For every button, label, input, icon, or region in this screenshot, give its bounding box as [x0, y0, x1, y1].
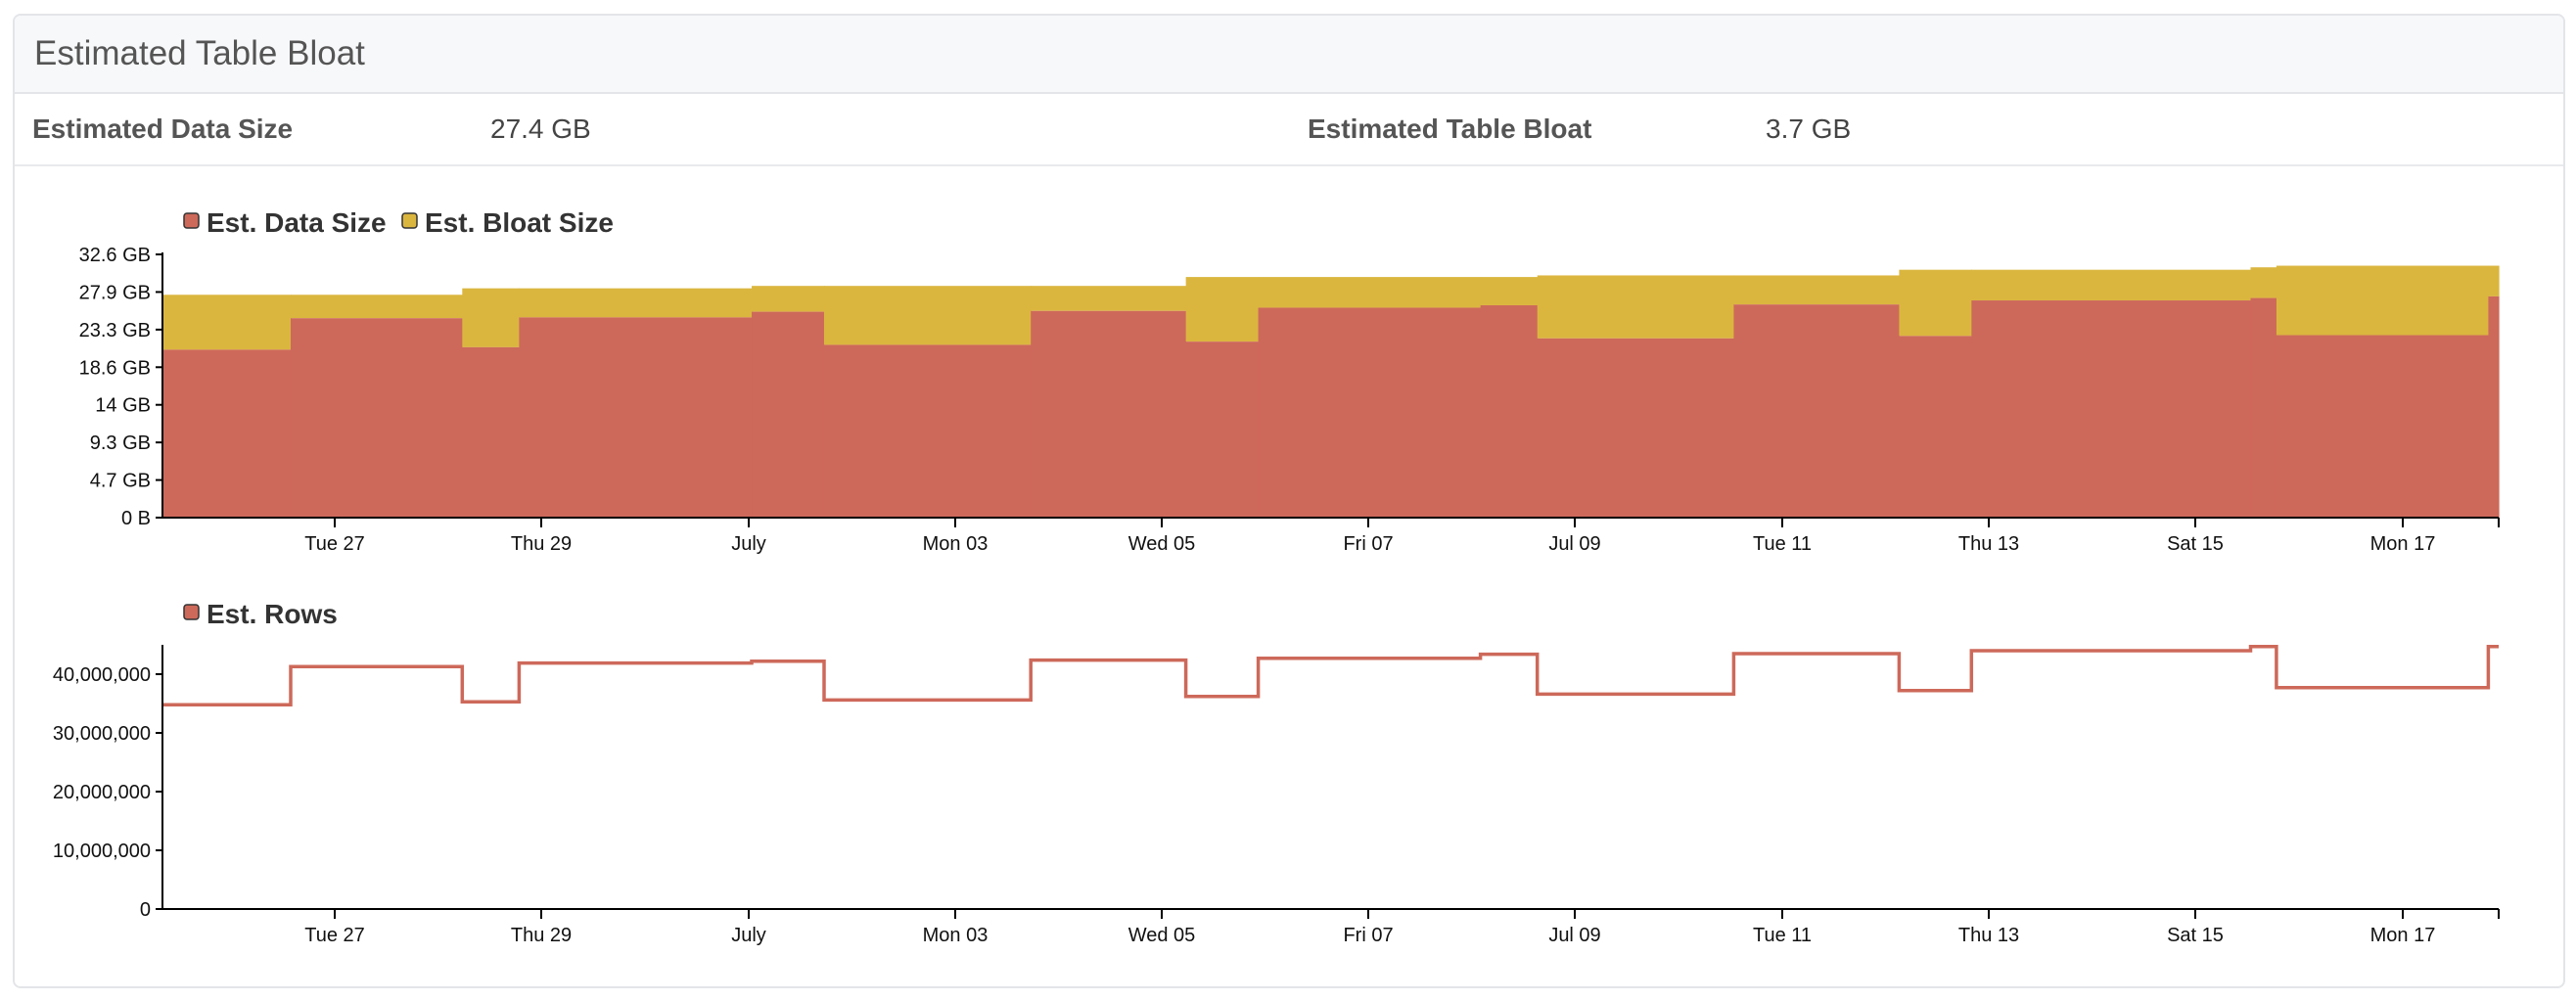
- size-y-tick-label: 14 GB: [95, 395, 151, 417]
- rows-x-tick-label: Wed 05: [1128, 925, 1196, 946]
- rows-y-tick-label: 10,000,000: [53, 841, 151, 862]
- rows-x-tick-label: Fri 07: [1343, 925, 1393, 946]
- bloat-area-segment: [1733, 275, 1901, 305]
- data-area-segment: [1733, 304, 1901, 518]
- size-y-tick-label: 18.6 GB: [79, 357, 151, 379]
- data-area-segment: [1899, 336, 1972, 518]
- rows-x-tick-label: Mon 03: [923, 925, 989, 946]
- rows-x-tick-label: Thu 29: [511, 925, 572, 946]
- rows-y-tick-label: 30,000,000: [53, 723, 151, 745]
- legend-label-data-size: Est. Data Size: [207, 207, 387, 238]
- data-area-segment: [162, 349, 292, 518]
- legend-label-rows: Est. Rows: [207, 599, 338, 629]
- size-x-tick-label: Mon 03: [923, 533, 989, 555]
- legend-label-bloat-size: Est. Bloat Size: [425, 207, 614, 238]
- size-y-tick-label: 9.3 GB: [90, 432, 151, 454]
- bloat-area-segment: [2488, 265, 2500, 296]
- size-x-tick-label: Mon 17: [2370, 533, 2436, 555]
- size-x-tick-label: Sat 15: [2167, 533, 2224, 555]
- rows-x-tick-label: Tue 27: [304, 925, 365, 946]
- data-size-value: 27.4 GB: [490, 114, 591, 144]
- size-y-tick-label: 4.7 GB: [90, 471, 151, 492]
- bloat-area-segment: [2250, 267, 2277, 298]
- bloat-value: 3.7 GB: [1766, 114, 1852, 144]
- size-x-tick-label: Fri 07: [1343, 533, 1393, 555]
- size-x-tick-label: Jul 09: [1548, 533, 1600, 555]
- rows-y-tick-label: 40,000,000: [53, 664, 151, 686]
- rows-x-tick-label: Tue 11: [1753, 925, 1812, 946]
- size-x-tick-label: July: [731, 533, 766, 555]
- rows-y-tick-label: 20,000,000: [53, 782, 151, 803]
- stats-row: Estimated Data Size 27.4 GB Estimated Ta…: [15, 94, 2563, 166]
- data-size-label: Estimated Data Size: [32, 114, 294, 144]
- bloat-area-segment: [162, 295, 292, 350]
- bloat-area-segment: [1971, 269, 2252, 301]
- size-y-tick-label: 23.3 GB: [79, 320, 151, 341]
- data-area-segment: [1185, 341, 1260, 518]
- rows-y-tick-label: 0: [140, 899, 151, 921]
- rows-line: [162, 645, 2499, 706]
- size-y-tick-label: 32.6 GB: [79, 245, 151, 266]
- size-x-tick-label: Wed 05: [1128, 533, 1196, 555]
- bloat-area-segment: [1031, 286, 1187, 311]
- bloat-area-segment: [290, 295, 463, 319]
- data-area-segment: [1480, 304, 1539, 518]
- size-legend: Est. Data Size Est. Bloat Size: [183, 207, 614, 238]
- bloat-area-segment: [1899, 269, 1972, 337]
- rows-x-tick-label: Jul 09: [1548, 925, 1600, 946]
- data-area-segment: [1031, 310, 1187, 518]
- size-y-tick-label: 0 B: [121, 508, 151, 529]
- bloat-area-segment: [462, 288, 520, 347]
- bloat-area-segment: [519, 288, 753, 318]
- rows-x-tick-label: Sat 15: [2167, 925, 2224, 946]
- data-area-segment: [1537, 338, 1735, 518]
- size-x-tick-label: Tue 27: [304, 533, 365, 555]
- bloat-area-segment: [2276, 265, 2490, 336]
- bloat-area-segment: [823, 286, 1032, 345]
- rows-x-tick-label: July: [731, 925, 766, 946]
- bloat-area-segment: [752, 286, 825, 312]
- rows-x-tick-label: Thu 13: [1958, 925, 2019, 946]
- data-area-segment: [519, 317, 753, 518]
- size-x-tick-label: Tue 11: [1753, 533, 1812, 555]
- rows-chart: Est. Rows 0 10,000,000 20,000,000 30,000,000…: [53, 599, 2500, 946]
- legend-swatch-rows: [183, 604, 200, 620]
- bloat-label: Estimated Table Bloat: [1308, 114, 1592, 144]
- size-x-tick-label: Thu 13: [1958, 533, 2019, 555]
- data-area-segment: [823, 344, 1032, 518]
- data-area-segment: [1971, 300, 2252, 518]
- rows-x-tick-label: Mon 17: [2370, 925, 2436, 946]
- size-y-tick-label: 27.9 GB: [79, 282, 151, 303]
- data-area-segment: [752, 311, 825, 518]
- bloat-area-segment: [1185, 277, 1260, 342]
- data-area-segment: [462, 346, 520, 518]
- bloat-area-segment: [1537, 275, 1735, 339]
- legend-swatch-bloat-size: [401, 212, 418, 229]
- legend-swatch-data-size: [183, 212, 200, 229]
- panel-header: Estimated Table Bloat: [15, 16, 2563, 94]
- bloat-area-segment: [1258, 277, 1482, 308]
- data-area-segment: [2488, 296, 2500, 518]
- data-area-segment: [1258, 307, 1482, 518]
- panel-title: Estimated Table Bloat: [34, 34, 365, 72]
- size-x-tick-label: Thu 29: [511, 533, 572, 555]
- bloat-area-segment: [1480, 277, 1539, 305]
- data-area-segment: [2276, 335, 2490, 518]
- rows-legend: Est. Rows: [183, 599, 338, 629]
- size-chart: Est. Data Size Est. Bloat Size 0 B 4.7 GB 9.…: [79, 207, 2500, 555]
- data-area-segment: [2250, 297, 2277, 518]
- data-area-segment: [290, 318, 463, 518]
